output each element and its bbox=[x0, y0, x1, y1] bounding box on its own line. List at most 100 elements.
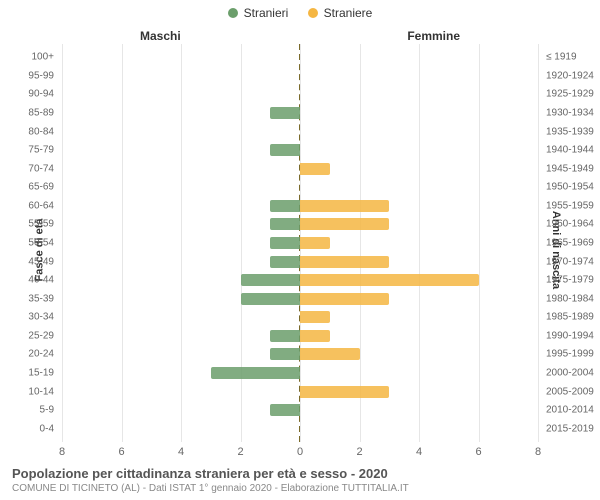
age-label: 10-14 bbox=[28, 386, 54, 397]
age-row: 95-991920-1924 bbox=[62, 67, 538, 86]
age-row: 80-841935-1939 bbox=[62, 122, 538, 141]
legend-item-male: Stranieri bbox=[228, 6, 289, 20]
age-row: 35-391980-1984 bbox=[62, 289, 538, 308]
x-tick-label: 2 bbox=[237, 446, 243, 458]
bar-male bbox=[270, 404, 300, 416]
age-row: 55-591960-1964 bbox=[62, 215, 538, 234]
age-row: 0-42015-2019 bbox=[62, 419, 538, 438]
x-tick-label: 8 bbox=[59, 446, 65, 458]
chart-footer: Popolazione per cittadinanza straniera p… bbox=[12, 466, 588, 494]
age-row: 90-941925-1929 bbox=[62, 85, 538, 104]
x-tick-label: 0 bbox=[297, 446, 303, 458]
age-label: 45-49 bbox=[28, 256, 54, 267]
bar-female bbox=[300, 274, 479, 286]
age-label: 50-54 bbox=[28, 237, 54, 248]
bar-female bbox=[300, 200, 389, 212]
birth-year-label: 1980-1984 bbox=[546, 293, 594, 304]
birth-year-label: 1970-1974 bbox=[546, 256, 594, 267]
age-row: 25-291990-1994 bbox=[62, 327, 538, 346]
birth-year-label: 1925-1929 bbox=[546, 89, 594, 100]
legend-label-male: Stranieri bbox=[244, 6, 289, 20]
age-label: 40-44 bbox=[28, 275, 54, 286]
bar-male bbox=[270, 107, 300, 119]
birth-year-label: 1955-1959 bbox=[546, 200, 594, 211]
bar-female bbox=[300, 311, 330, 323]
birth-year-label: 2000-2004 bbox=[546, 367, 594, 378]
birth-year-label: 1935-1939 bbox=[546, 126, 594, 137]
age-row: 85-891930-1934 bbox=[62, 104, 538, 123]
age-label: 15-19 bbox=[28, 367, 54, 378]
birth-year-label: 1950-1954 bbox=[546, 182, 594, 193]
bar-male bbox=[211, 367, 300, 379]
age-row: 75-791940-1944 bbox=[62, 141, 538, 160]
population-pyramid-chart: Stranieri Straniere Maschi Femmine Fasce… bbox=[0, 0, 600, 500]
legend-swatch-male bbox=[228, 8, 238, 18]
legend-label-female: Straniere bbox=[324, 6, 373, 20]
column-header-male: Maschi bbox=[140, 29, 181, 43]
age-label: 5-9 bbox=[40, 405, 54, 416]
age-label: 0-4 bbox=[40, 423, 54, 434]
age-label: 25-29 bbox=[28, 330, 54, 341]
bar-female bbox=[300, 237, 330, 249]
birth-year-label: ≤ 1919 bbox=[546, 52, 577, 63]
legend-swatch-female bbox=[308, 8, 318, 18]
birth-year-label: 1930-1934 bbox=[546, 107, 594, 118]
birth-year-label: 1960-1964 bbox=[546, 219, 594, 230]
age-row: 10-142005-2009 bbox=[62, 382, 538, 401]
bar-male bbox=[270, 200, 300, 212]
age-row: 5-92010-2014 bbox=[62, 401, 538, 420]
x-tick-label: 6 bbox=[118, 446, 124, 458]
bar-male bbox=[270, 330, 300, 342]
birth-year-label: 1985-1989 bbox=[546, 312, 594, 323]
bar-female bbox=[300, 386, 389, 398]
age-row: 50-541965-1969 bbox=[62, 234, 538, 253]
bar-female bbox=[300, 330, 330, 342]
age-label: 60-64 bbox=[28, 200, 54, 211]
age-row: 15-192000-2004 bbox=[62, 364, 538, 383]
x-tick-label: 4 bbox=[416, 446, 422, 458]
birth-year-label: 1995-1999 bbox=[546, 349, 594, 360]
x-tick-label: 8 bbox=[535, 446, 541, 458]
column-header-female: Femmine bbox=[407, 29, 460, 43]
bar-male bbox=[270, 237, 300, 249]
chart-title: Popolazione per cittadinanza straniera p… bbox=[12, 466, 588, 481]
birth-year-label: 2010-2014 bbox=[546, 405, 594, 416]
age-row: 70-741945-1949 bbox=[62, 159, 538, 178]
x-tick-label: 4 bbox=[178, 446, 184, 458]
x-tick-label: 2 bbox=[356, 446, 362, 458]
age-row: 45-491970-1974 bbox=[62, 252, 538, 271]
age-label: 75-79 bbox=[28, 145, 54, 156]
bar-female bbox=[300, 348, 360, 360]
birth-year-label: 1945-1949 bbox=[546, 163, 594, 174]
x-tick-label: 6 bbox=[475, 446, 481, 458]
birth-year-label: 2005-2009 bbox=[546, 386, 594, 397]
age-row: 60-641955-1959 bbox=[62, 197, 538, 216]
age-row: 100+≤ 1919 bbox=[62, 48, 538, 67]
birth-year-label: 1975-1979 bbox=[546, 275, 594, 286]
age-label: 55-59 bbox=[28, 219, 54, 230]
bar-female bbox=[300, 256, 389, 268]
bar-male bbox=[270, 256, 300, 268]
age-label: 65-69 bbox=[28, 182, 54, 193]
age-row: 20-241995-1999 bbox=[62, 345, 538, 364]
grid-line bbox=[538, 44, 539, 442]
bar-male bbox=[270, 348, 300, 360]
age-label: 95-99 bbox=[28, 70, 54, 81]
age-label: 30-34 bbox=[28, 312, 54, 323]
age-label: 20-24 bbox=[28, 349, 54, 360]
bar-male bbox=[241, 274, 301, 286]
chart-subtitle: COMUNE DI TICINETO (AL) - Dati ISTAT 1° … bbox=[12, 483, 588, 494]
age-row: 65-691950-1954 bbox=[62, 178, 538, 197]
bar-male bbox=[241, 293, 301, 305]
birth-year-label: 1920-1924 bbox=[546, 70, 594, 81]
birth-year-label: 1965-1969 bbox=[546, 237, 594, 248]
legend: Stranieri Straniere bbox=[0, 0, 600, 21]
birth-year-label: 1990-1994 bbox=[546, 330, 594, 341]
age-label: 90-94 bbox=[28, 89, 54, 100]
legend-item-female: Straniere bbox=[308, 6, 373, 20]
bar-female bbox=[300, 293, 389, 305]
age-label: 35-39 bbox=[28, 293, 54, 304]
age-label: 80-84 bbox=[28, 126, 54, 137]
bar-male bbox=[270, 144, 300, 156]
birth-year-label: 2015-2019 bbox=[546, 423, 594, 434]
